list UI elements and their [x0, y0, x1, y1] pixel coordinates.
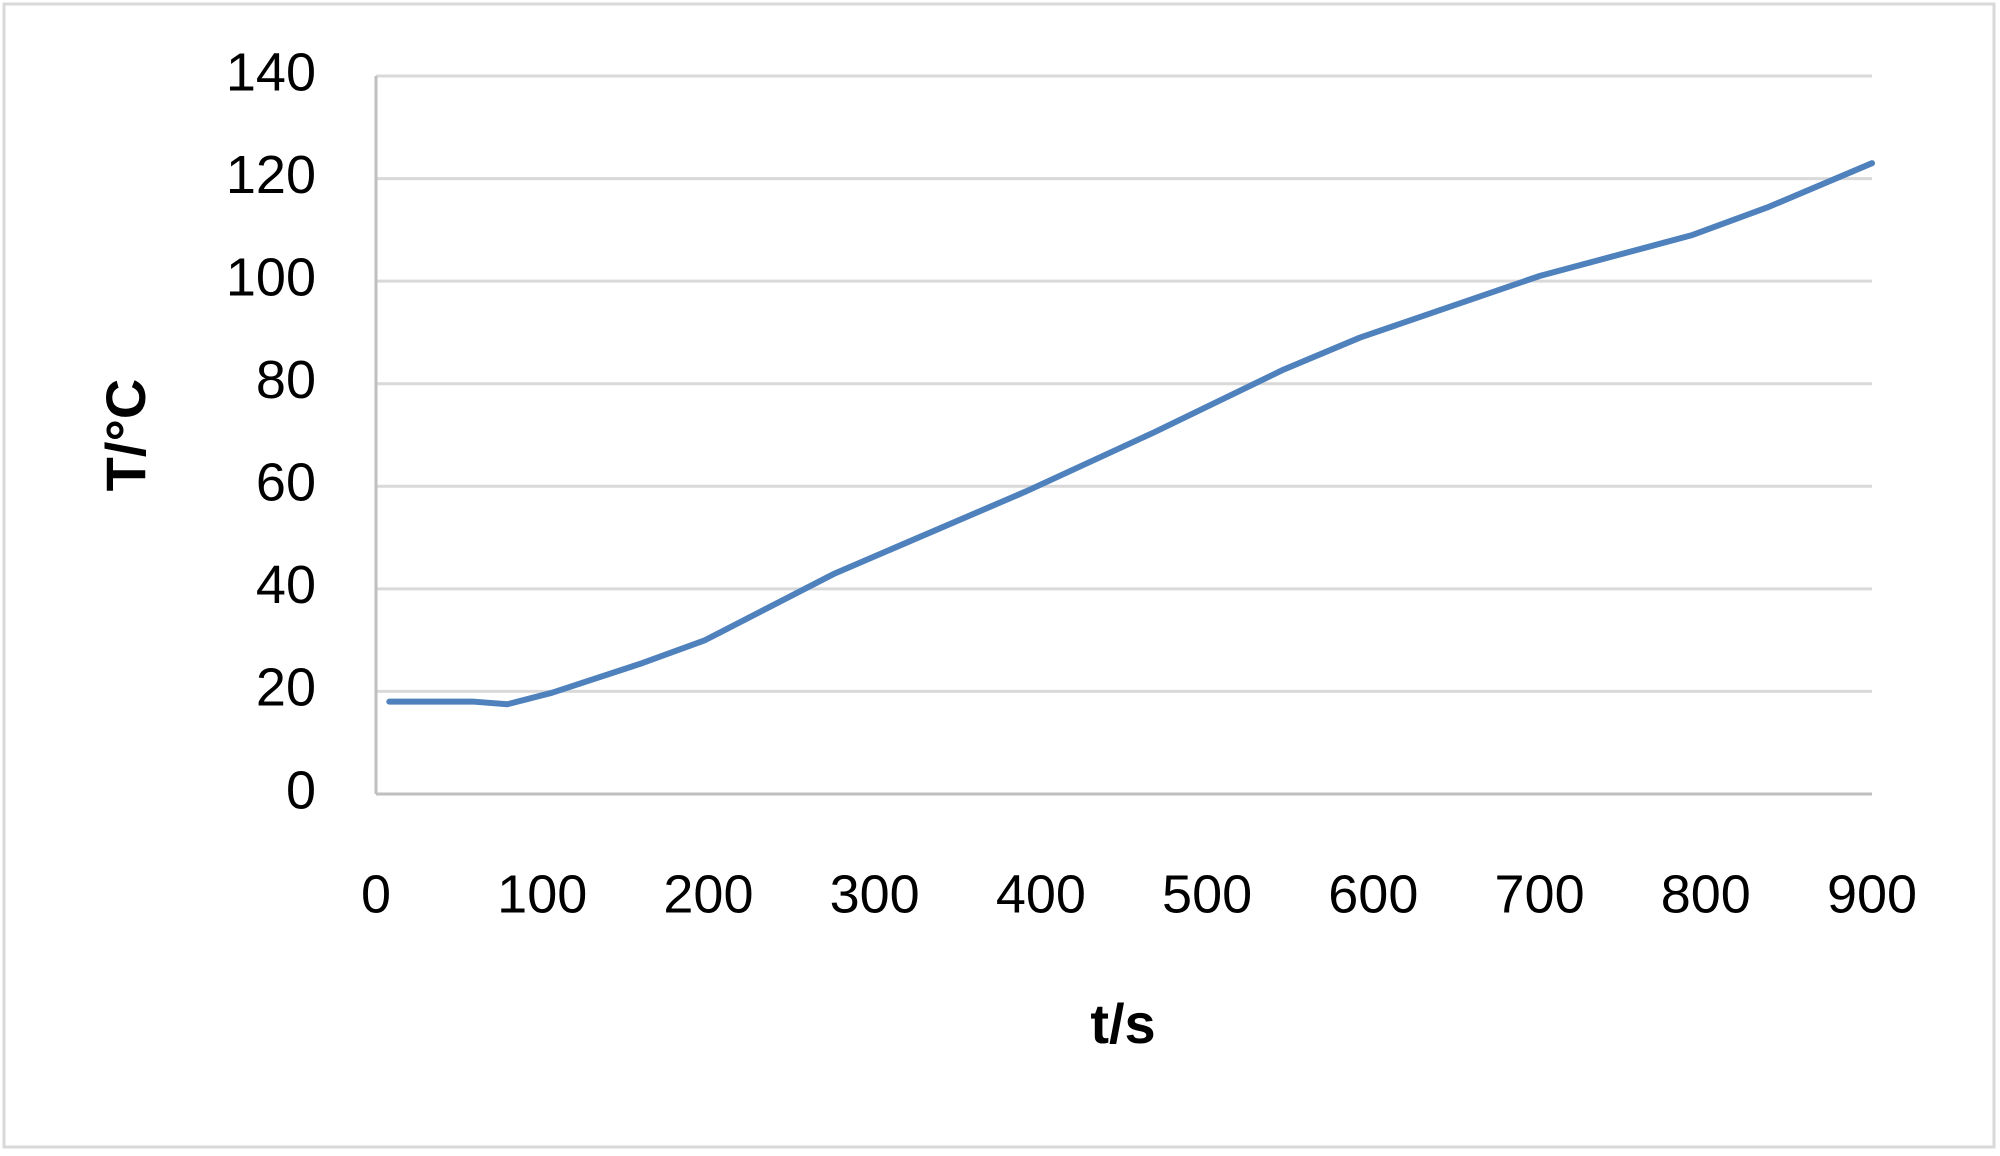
- x-tick-label: 300: [830, 864, 920, 924]
- x-tick-label: 200: [663, 864, 753, 924]
- y-axis-title: T/°C: [94, 379, 157, 492]
- x-tick-label: 400: [996, 864, 1086, 924]
- y-tick-label: 100: [226, 247, 316, 307]
- x-tick-label: 100: [497, 864, 587, 924]
- x-tick-label: 800: [1661, 864, 1751, 924]
- x-tick-label: 0: [361, 864, 391, 924]
- y-tick-label: 120: [226, 145, 316, 205]
- x-tick-label: 700: [1495, 864, 1585, 924]
- y-tick-label: 60: [256, 453, 316, 513]
- y-tick-label: 40: [256, 555, 316, 615]
- data-line: [386, 160, 1875, 708]
- x-tick-label: 900: [1827, 864, 1917, 924]
- x-tick-label: 600: [1328, 864, 1418, 924]
- y-tick-label: 0: [286, 760, 316, 820]
- x-axis-title: t/s: [1090, 992, 1155, 1055]
- x-tick-label: 500: [1162, 864, 1252, 924]
- y-tick-label: 140: [226, 42, 316, 102]
- y-tick-label: 20: [256, 658, 316, 718]
- y-tick-label: 80: [256, 350, 316, 410]
